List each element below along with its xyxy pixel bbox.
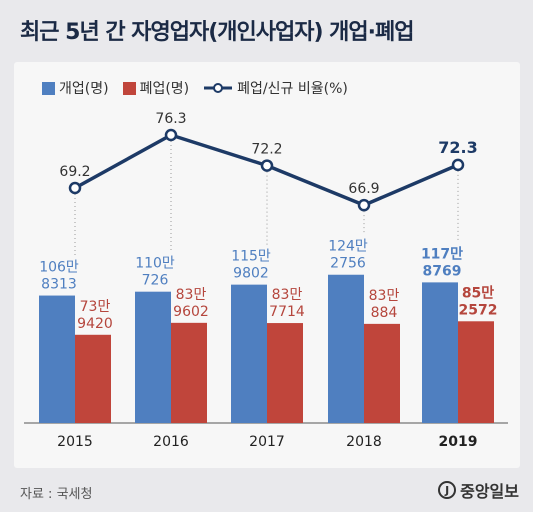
legend-swatch-close (122, 81, 136, 95)
legend-item-close: 폐업(명) (122, 78, 190, 98)
ratio-point-2015 (68, 181, 82, 195)
bar-open-label-2016: 726 (142, 273, 169, 289)
legend-item-open: 개업(명) (42, 78, 109, 98)
bar-close-2015 (75, 334, 111, 423)
bar-close-label-2017: 83만 (272, 287, 303, 303)
bar-close-2018 (364, 323, 400, 423)
bar-open-2018 (328, 274, 364, 423)
legend-label-open: 개업(명) (59, 81, 109, 97)
bar-open-label-2018: 124만 (328, 239, 368, 255)
ratio-point-2018 (357, 198, 371, 212)
bar-open-2019 (422, 282, 458, 423)
ratio-point-2017 (260, 159, 274, 172)
legend-label-ratio: 폐업/신규 비율(%) (237, 81, 348, 97)
bar-close-2016 (171, 322, 207, 423)
legend-label-close: 폐업(명) (139, 81, 190, 97)
ratio-point-2016 (164, 128, 178, 142)
x-tick-label-2017: 2017 (249, 434, 285, 450)
ratio-label-2015: 69.2 (59, 164, 90, 180)
source-note: 자료 : 국세청 (20, 487, 93, 502)
bar-open-2016 (135, 291, 171, 423)
x-tick-label-2015: 2015 (57, 434, 93, 450)
bar-open-label-2015: 106만 (39, 260, 79, 276)
bar-open-label-2017: 115만 (231, 249, 271, 265)
ratio-label-2019: 72.3 (438, 138, 477, 157)
bar-open-2017 (231, 284, 267, 423)
x-tick-label-2018: 2018 (346, 434, 382, 450)
bar-close-label-2016: 9602 (173, 304, 209, 320)
joongang-logo-icon: J (438, 481, 457, 499)
bar-open-2015 (39, 295, 75, 423)
bar-open-label-2019: 8769 (423, 263, 462, 279)
bar-open-label-2017: 9802 (233, 266, 269, 282)
bar-close-2017 (267, 323, 303, 423)
bar-close-label-2018: 83만 (369, 288, 400, 304)
publisher-logo: J 중앙일보 (438, 478, 519, 502)
ratio-label-2018: 66.9 (348, 181, 379, 197)
legend-item-ratio: 폐업/신규 비율(%) (203, 78, 348, 98)
x-tick-label-2016: 2016 (153, 434, 189, 450)
bar-close-label-2015: 9420 (77, 316, 113, 332)
bar-close-label-2019: 85만 (462, 285, 494, 301)
bar-close-2019 (458, 321, 494, 423)
bar-close-label-2015: 73만 (80, 299, 111, 315)
bar-open-label-2016: 110만 (135, 256, 175, 272)
ratio-label-2016: 76.3 (155, 111, 186, 127)
legend-swatch-open (42, 81, 55, 95)
bar-close-label-2017: 7714 (269, 304, 305, 320)
bar-open-label-2018: 2756 (330, 256, 366, 272)
x-tick-label-2019: 2019 (439, 434, 478, 450)
publisher-name: 중앙일보 (460, 482, 519, 501)
bar-open-label-2019: 117만 (421, 246, 463, 262)
bar-close-label-2019: 2572 (459, 302, 498, 318)
chart-title: 최근 5년 간 자영업자(개인사업자) 개업·폐업 (20, 20, 414, 45)
ratio-label-2017: 72.2 (251, 142, 282, 158)
bar-open-label-2015: 8313 (41, 277, 77, 293)
legend-line-marker-icon (203, 82, 233, 94)
ratio-point-2019 (451, 158, 465, 172)
legend: 개업(명) 폐업(명) 폐업/신규 비율(%) (42, 78, 356, 98)
bar-close-label-2018: 884 (371, 305, 398, 321)
bar-close-label-2016: 83만 (176, 287, 207, 303)
